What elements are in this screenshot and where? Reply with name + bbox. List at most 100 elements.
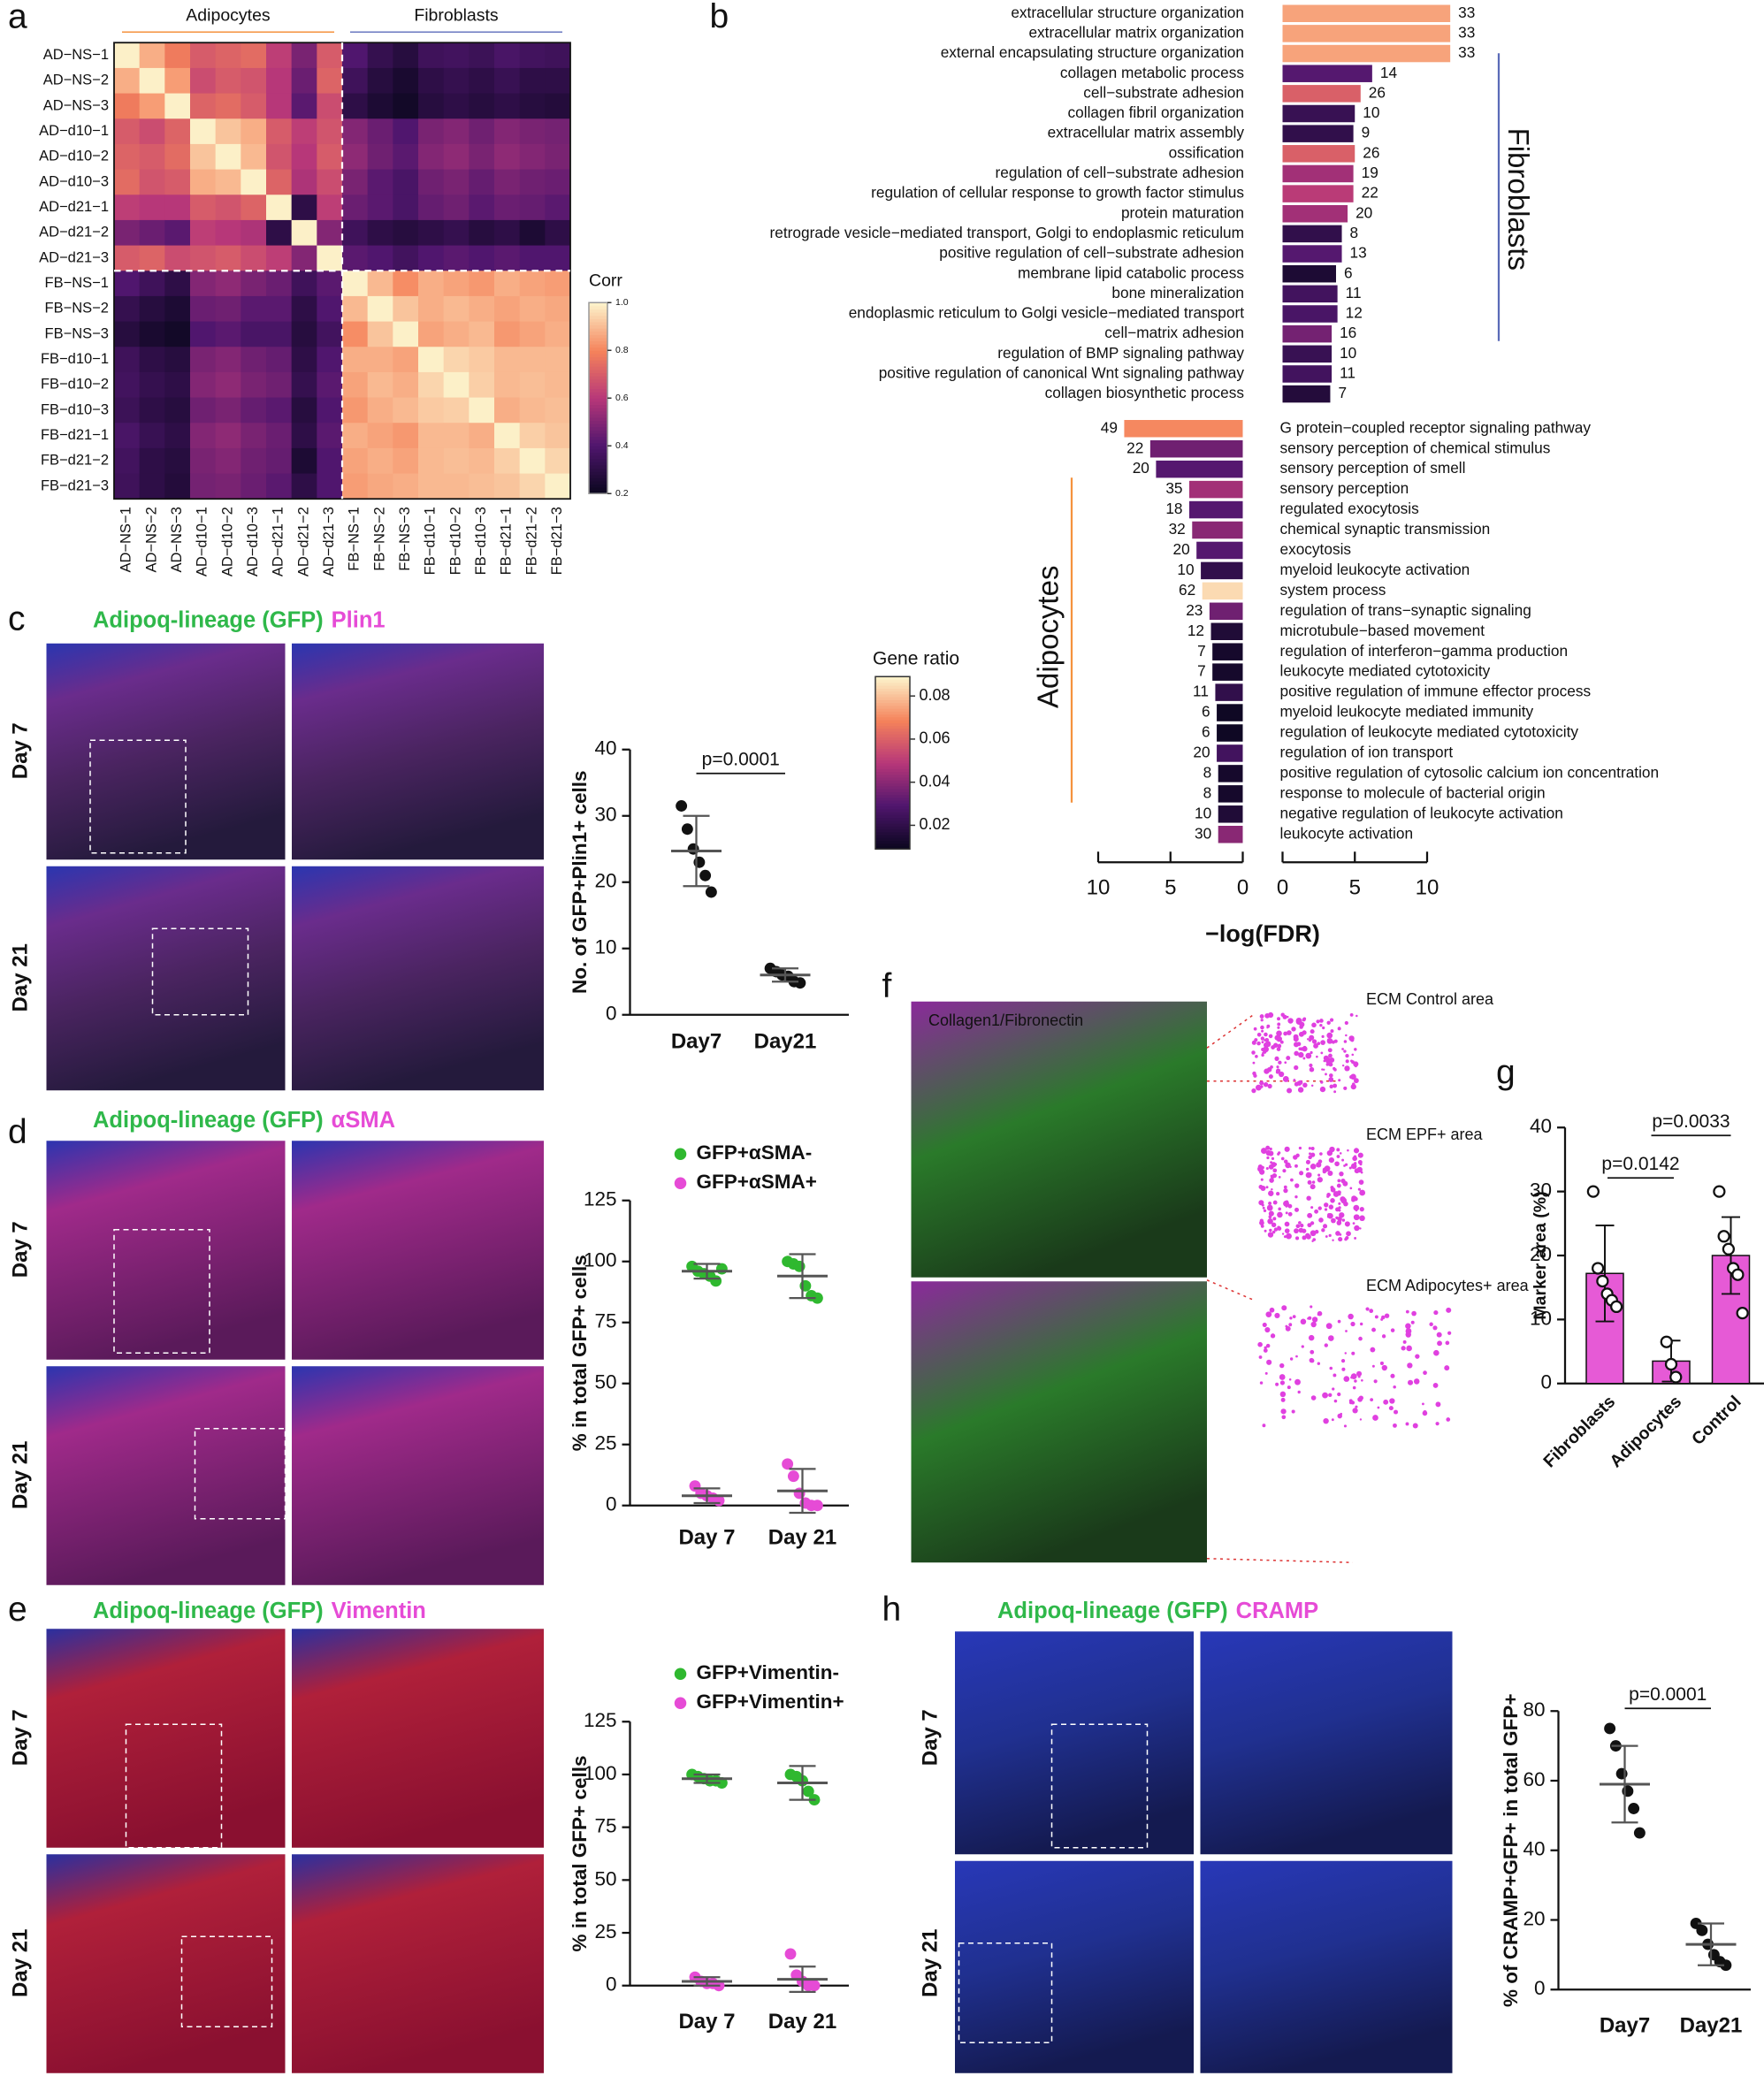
area-dot [1369, 1309, 1374, 1314]
colorbar-step [875, 768, 910, 773]
heatmap-cell [494, 321, 521, 347]
y-tick-label: 20 [594, 870, 616, 892]
area-dot [1352, 1385, 1356, 1390]
colorbar-tick-label: 0.06 [920, 729, 951, 747]
colorbar-step [589, 436, 607, 440]
area-dot [1262, 1423, 1266, 1428]
data-point [1586, 1185, 1600, 1198]
heatmap-cell [317, 347, 343, 373]
heatmap-cell [443, 195, 470, 221]
colorbar-step [875, 843, 910, 847]
area-dot [1345, 1059, 1349, 1064]
area-dot [1333, 1083, 1338, 1088]
heatmap-cell [241, 347, 267, 373]
area-dot [1339, 1171, 1344, 1177]
y-axis-label: No. of GFP+Plin1+ cells [569, 770, 591, 994]
heatmap-cell [241, 169, 267, 195]
area-dot [1297, 1390, 1301, 1394]
heatmap-cell [317, 423, 343, 449]
area-dot [1270, 1333, 1276, 1339]
title-part: Adipoq-lineage (GFP) [93, 607, 324, 632]
colorbar-tick-label: 0.2 [615, 488, 629, 499]
heatmap-cell [545, 219, 571, 247]
area-dot [1323, 1055, 1329, 1061]
area-dot [1302, 1018, 1306, 1022]
area-dot [1333, 1373, 1337, 1378]
area-dot [1341, 1218, 1346, 1222]
heatmap-cell [139, 195, 165, 221]
heatmap-cell [114, 347, 141, 373]
count-label: 23 [1186, 601, 1203, 619]
area-dot [1336, 1183, 1341, 1188]
area-dot [1273, 1163, 1278, 1166]
data-point [1720, 1959, 1732, 1972]
term-label: leukocyte activation [1280, 824, 1414, 842]
heatmap-cell [418, 271, 445, 297]
area-dot [1328, 1233, 1332, 1238]
heatmap-cell [367, 271, 393, 297]
area-dot [1281, 1415, 1287, 1420]
colorbar-tick-label: 0.08 [920, 686, 951, 704]
heatmap-cell [469, 42, 495, 69]
area-dot [1295, 1355, 1298, 1358]
term-label: regulation of trans−synaptic signaling [1280, 601, 1531, 619]
heatmap-cell [443, 473, 470, 500]
heatmap-cell [469, 143, 495, 171]
area-dots [1251, 1011, 1452, 1429]
area-dot [1308, 1334, 1315, 1341]
area-dot [1352, 1156, 1357, 1162]
area-dot [1393, 1385, 1396, 1389]
count-label: 49 [1101, 418, 1118, 436]
heatmap-cell [241, 371, 267, 399]
heatmap-cell [367, 347, 393, 373]
area-dot [1329, 1084, 1333, 1089]
area-dot [1330, 1186, 1334, 1190]
area-dot [1266, 1359, 1272, 1365]
area-dot [1331, 1418, 1334, 1422]
term-label: regulation of interferon−gamma productio… [1280, 642, 1569, 660]
heatmap-cell [545, 447, 571, 475]
heatmap-cell [519, 321, 546, 347]
colorbar-step [875, 699, 910, 704]
heatmap-cell [367, 143, 393, 171]
count-label: 13 [1350, 244, 1367, 262]
row-label: FB−d10−3 [41, 401, 109, 417]
heatmap-cell [291, 473, 317, 500]
bar [1282, 225, 1342, 243]
term-label: exocytosis [1280, 540, 1352, 558]
error-bar [1595, 1225, 1615, 1323]
bar [1156, 460, 1243, 478]
area-dot [1317, 1362, 1321, 1365]
area-dot [1401, 1346, 1406, 1351]
bar [1149, 439, 1243, 458]
heatmap-cell [164, 321, 191, 347]
column-label: FB−NS−3 [397, 507, 413, 570]
heatmap-cell [164, 195, 191, 221]
area-dot [1340, 1178, 1346, 1184]
heatmap-cell [469, 118, 495, 145]
area-dot [1311, 1039, 1317, 1044]
term-label: collagen metabolic process [1060, 64, 1244, 81]
heatmap-cell [139, 447, 165, 475]
error-bar [789, 1965, 816, 1994]
heatmap-cell [317, 473, 343, 500]
x-tick-label: Day 7 [678, 1526, 735, 1550]
bar [1282, 4, 1451, 22]
area-dot [1348, 1399, 1353, 1403]
data-point [1592, 1262, 1605, 1275]
count-label: 7 [1197, 642, 1206, 660]
heatmap-cell [266, 371, 293, 399]
area-dot [1295, 1224, 1301, 1229]
heatmap-cell [519, 118, 546, 145]
error-bar [772, 967, 798, 983]
heatmap-cell [190, 195, 217, 221]
area-dot [1263, 1081, 1269, 1088]
colorbar-step [875, 831, 910, 836]
row-label: FB−NS−3 [45, 325, 109, 341]
error-bar [1611, 1744, 1638, 1824]
area-dot [1255, 1084, 1262, 1091]
term-label: myeloid leukocyte mediated immunity [1280, 703, 1534, 721]
heatmap-cell [215, 423, 241, 449]
area-dot [1321, 1068, 1324, 1071]
area-dot [1274, 1312, 1280, 1319]
